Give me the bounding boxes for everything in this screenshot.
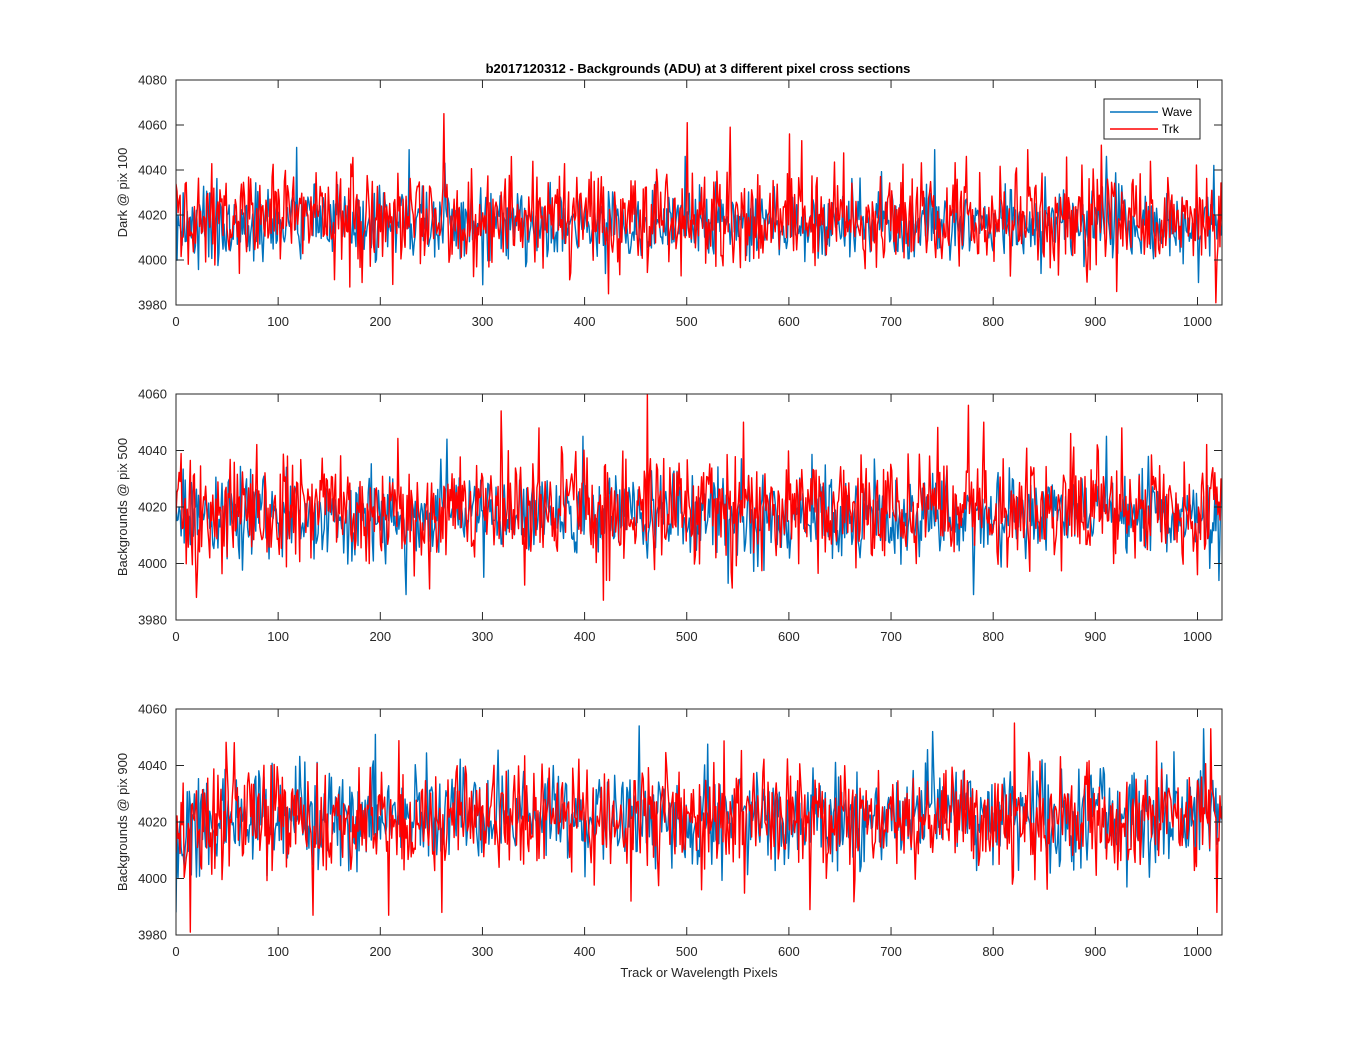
y-axis-label: Dark @ pix 100 bbox=[115, 148, 130, 238]
x-tick-label: 800 bbox=[982, 944, 1004, 959]
x-tick-label: 300 bbox=[472, 314, 494, 329]
x-tick-label: 300 bbox=[472, 944, 494, 959]
x-tick-label: 100 bbox=[267, 944, 289, 959]
y-tick-label: 4040 bbox=[138, 443, 167, 458]
y-tick-label: 4060 bbox=[138, 118, 167, 133]
x-tick-label: 400 bbox=[574, 314, 596, 329]
x-tick-label: 200 bbox=[369, 629, 391, 644]
y-axis-label: Backgrounds @ pix 900 bbox=[115, 753, 130, 891]
series-line-trk bbox=[176, 394, 1222, 601]
x-tick-label: 800 bbox=[982, 314, 1004, 329]
x-tick-label: 100 bbox=[267, 629, 289, 644]
x-tick-label: 600 bbox=[778, 629, 800, 644]
legend-label-trk: Trk bbox=[1162, 122, 1180, 136]
y-tick-label: 4040 bbox=[138, 163, 167, 178]
x-tick-label: 0 bbox=[172, 944, 179, 959]
legend-box bbox=[1103, 98, 1201, 140]
series-line-trk bbox=[176, 722, 1222, 933]
x-tick-label: 800 bbox=[982, 629, 1004, 644]
x-tick-label: 100 bbox=[267, 314, 289, 329]
x-axis-label: Track or Wavelength Pixels bbox=[620, 965, 778, 980]
y-tick-label: 4040 bbox=[138, 758, 167, 773]
x-tick-label: 600 bbox=[778, 944, 800, 959]
x-tick-label: 600 bbox=[778, 314, 800, 329]
y-tick-label: 4060 bbox=[138, 387, 167, 402]
x-tick-label: 0 bbox=[172, 314, 179, 329]
subplots: 0 100 200 300 400 500 600 700 800 900 100039804000… bbox=[115, 73, 1223, 980]
y-tick-label: 3980 bbox=[138, 613, 167, 628]
x-tick-label: 700 bbox=[880, 314, 902, 329]
x-tick-label: 500 bbox=[676, 944, 698, 959]
y-tick-label: 4000 bbox=[138, 253, 167, 268]
series-group bbox=[176, 113, 1222, 304]
y-tick-label: 4060 bbox=[138, 702, 167, 717]
subplot-1: 0 100 200 300 400 500 600 700 800 900 1000 3980 4000… bbox=[115, 73, 1223, 329]
x-tick-label: 1000 bbox=[1183, 314, 1212, 329]
y-tick-label: 4000 bbox=[138, 556, 167, 571]
x-tick-label: 500 bbox=[676, 314, 698, 329]
x-tick-label: 500 bbox=[676, 629, 698, 644]
y-tick-label: 4020 bbox=[138, 815, 167, 830]
y-tick-label: 4080 bbox=[138, 73, 167, 88]
y-tick-label: 4020 bbox=[138, 500, 167, 515]
x-tick-label: 700 bbox=[880, 629, 902, 644]
y-tick-label: 4000 bbox=[138, 871, 167, 886]
x-tick-label: 200 bbox=[369, 944, 391, 959]
y-axis-label: Backgrounds @ pix 500 bbox=[115, 438, 130, 576]
chart-title: b2017120312 - Backgrounds (ADU) at 3 dif… bbox=[486, 61, 911, 76]
x-tick-label: 400 bbox=[574, 944, 596, 959]
legend: Wave Trk bbox=[1103, 98, 1201, 140]
series-group bbox=[176, 722, 1222, 933]
x-tick-label: 900 bbox=[1084, 629, 1106, 644]
y-tick-label: 3980 bbox=[138, 928, 167, 943]
x-tick-label: 700 bbox=[880, 944, 902, 959]
x-tick-label: 200 bbox=[369, 314, 391, 329]
x-tick-label: 300 bbox=[472, 629, 494, 644]
legend-label-wave: Wave bbox=[1162, 105, 1193, 119]
y-tick-label: 4020 bbox=[138, 208, 167, 223]
x-tick-label: 0 bbox=[172, 629, 179, 644]
subplot-2: 0 100 200 300 400 500 600 700 800 900 1000 3980 4000… bbox=[115, 387, 1223, 644]
axes-box bbox=[175, 79, 1223, 306]
x-tick-label: 900 bbox=[1084, 314, 1106, 329]
y-tick-label: 3980 bbox=[138, 298, 167, 313]
x-tick-label: 1000 bbox=[1183, 629, 1212, 644]
x-tick-label: 1000 bbox=[1183, 944, 1212, 959]
x-tick-label: 900 bbox=[1084, 944, 1106, 959]
series-group bbox=[176, 394, 1222, 601]
x-tick-label: 400 bbox=[574, 629, 596, 644]
subplot-3: 0 100 200 300 400 500 600 700 800 900 1000 3980 4000… bbox=[115, 702, 1223, 980]
series-line-trk bbox=[176, 113, 1222, 304]
